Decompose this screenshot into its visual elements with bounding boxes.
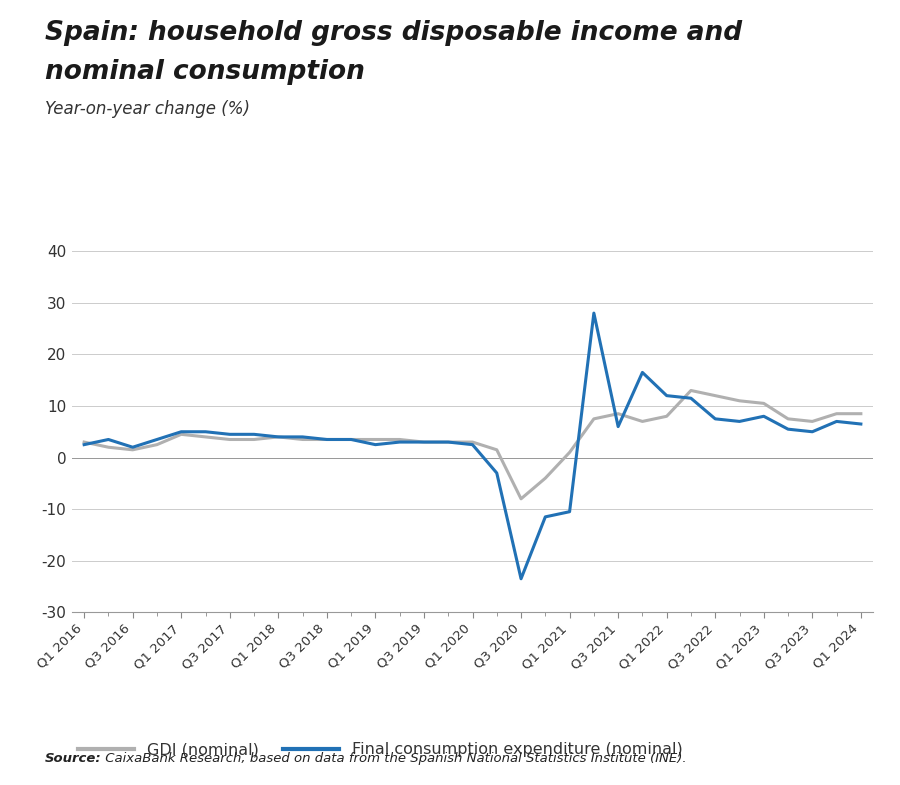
Text: nominal consumption: nominal consumption [45,59,365,85]
Text: CaixaBank Research, based on data from the Spanish National Statistics Institute: CaixaBank Research, based on data from t… [101,752,687,765]
Text: Year-on-year change (%): Year-on-year change (%) [45,100,250,118]
Text: Source:: Source: [45,752,102,765]
Text: Spain: household gross disposable income and: Spain: household gross disposable income… [45,20,742,46]
Legend: GDI (nominal), Final consumption expenditure (nominal): GDI (nominal), Final consumption expendi… [72,736,688,764]
